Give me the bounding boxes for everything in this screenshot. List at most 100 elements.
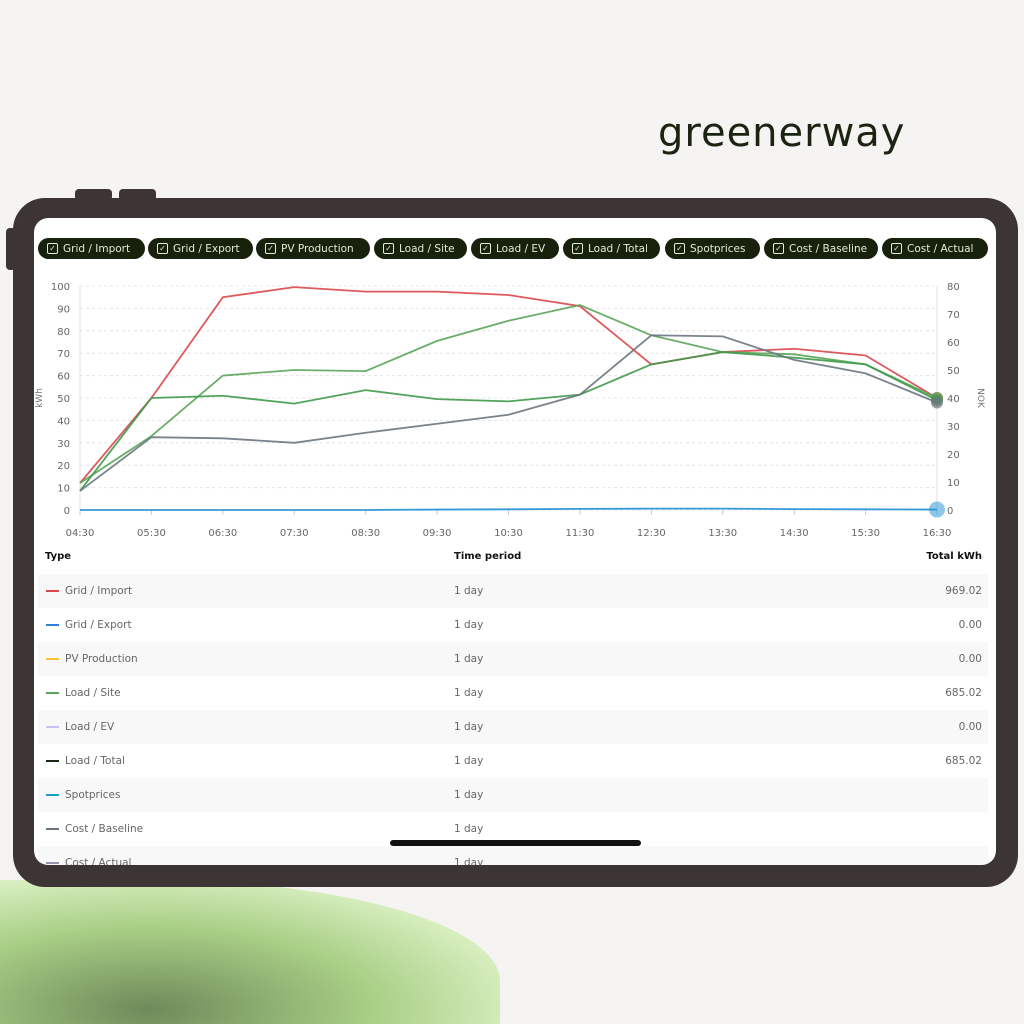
greenerway-logo: greenerway bbox=[658, 110, 906, 156]
row-period: 1 day bbox=[454, 687, 484, 699]
chip-label: Cost / Baseline bbox=[789, 242, 868, 255]
x-tick-label: 05:30 bbox=[137, 528, 166, 538]
row-type: Grid / Import bbox=[65, 585, 133, 597]
checkbox-checked-icon[interactable]: ✓ bbox=[383, 243, 394, 254]
series-toggle-chip[interactable]: ✓ Load / EV bbox=[471, 238, 559, 259]
checkbox-checked-icon[interactable]: ✓ bbox=[47, 243, 58, 254]
y2-tick-label: 10 bbox=[947, 478, 960, 489]
row-period: 1 day bbox=[454, 823, 484, 835]
series-line bbox=[80, 507, 938, 511]
x-tick-label: 04:30 bbox=[66, 528, 95, 538]
x-tick-label: 06:30 bbox=[208, 528, 237, 538]
row-type: Load / Site bbox=[65, 687, 121, 699]
home-indicator[interactable] bbox=[390, 840, 641, 846]
series-line bbox=[79, 286, 938, 484]
row-type: Grid / Export bbox=[65, 619, 132, 631]
row-period: 1 day bbox=[454, 721, 484, 733]
series-color-swatch bbox=[46, 726, 59, 728]
table-row: Load / EV 1 day 0.00 bbox=[38, 710, 988, 744]
tablet-side-button bbox=[6, 228, 16, 270]
row-period: 1 day bbox=[454, 619, 484, 631]
row-total: 0.00 bbox=[958, 653, 982, 665]
series-toggle-chip[interactable]: ✓ Grid / Import bbox=[38, 238, 145, 259]
table-header: Type Time period Total kWh bbox=[45, 551, 982, 571]
chip-label: Load / Total bbox=[588, 242, 648, 255]
y2-tick-label: 20 bbox=[947, 450, 960, 461]
series-toggle-chip[interactable]: ✓ PV Production bbox=[256, 238, 370, 259]
header-type: Type bbox=[45, 551, 72, 562]
table-row: Grid / Import 1 day 969.02 bbox=[38, 574, 988, 608]
row-type: Load / EV bbox=[65, 721, 115, 733]
x-tick-label: 12:30 bbox=[637, 528, 666, 538]
y2-tick-label: 0 bbox=[947, 506, 953, 517]
series-toggle-chip[interactable]: ✓ Spotprices bbox=[665, 238, 760, 259]
y-tick-label: 20 bbox=[57, 461, 70, 472]
row-total: 0.00 bbox=[958, 619, 982, 631]
y2-tick-label: 30 bbox=[947, 422, 960, 433]
table-row: Cost / Baseline 1 day bbox=[38, 812, 988, 846]
table-row: Grid / Export 1 day 0.00 bbox=[38, 608, 988, 642]
checkbox-checked-icon[interactable]: ✓ bbox=[674, 243, 685, 254]
row-type: PV Production bbox=[65, 653, 138, 665]
series-end-marker bbox=[929, 501, 945, 518]
y-tick-label: 0 bbox=[64, 506, 70, 517]
row-period: 1 day bbox=[454, 653, 484, 665]
row-total: 0.00 bbox=[958, 721, 982, 733]
series-color-swatch bbox=[46, 658, 59, 660]
chip-label: Grid / Export bbox=[173, 242, 240, 255]
checkbox-checked-icon[interactable]: ✓ bbox=[773, 243, 784, 254]
x-tick-label: 10:30 bbox=[494, 528, 523, 538]
row-period: 1 day bbox=[454, 857, 484, 869]
y-tick-label: 100 bbox=[51, 282, 70, 293]
row-period: 1 day bbox=[454, 755, 484, 767]
checkbox-checked-icon[interactable]: ✓ bbox=[572, 243, 583, 254]
y-tick-label: 40 bbox=[57, 416, 70, 427]
energy-chart: 0 10 20 30 40 50 60 70 80 90 100 0 10 20 30 40 50 60 70 80 0… bbox=[35, 282, 985, 538]
x-tick-label: 09:30 bbox=[423, 528, 452, 538]
table-row: Cost / Actual 1 day bbox=[38, 846, 988, 869]
row-type: Spotprices bbox=[65, 789, 121, 801]
series-color-swatch bbox=[46, 828, 59, 830]
decorative-blob bbox=[0, 880, 500, 1024]
y-tick-label: 50 bbox=[57, 394, 70, 405]
chip-label: Grid / Import bbox=[63, 242, 131, 255]
chip-label: Cost / Actual bbox=[907, 242, 974, 255]
series-color-swatch bbox=[46, 862, 59, 864]
x-tick-label: 15:30 bbox=[851, 528, 880, 538]
row-total: 969.02 bbox=[945, 585, 982, 597]
checkbox-checked-icon[interactable]: ✓ bbox=[157, 243, 168, 254]
chip-label: Load / Site bbox=[399, 242, 455, 255]
checkbox-checked-icon[interactable]: ✓ bbox=[891, 243, 902, 254]
chip-label: Spotprices bbox=[690, 242, 746, 255]
series-color-swatch bbox=[46, 794, 59, 796]
row-total: 685.02 bbox=[945, 755, 982, 767]
x-tick-label: 13:30 bbox=[708, 528, 737, 538]
x-tick-label: 14:30 bbox=[780, 528, 809, 538]
series-toggle-chip[interactable]: ✓ Grid / Export bbox=[148, 238, 253, 259]
y2-tick-label: 70 bbox=[947, 310, 960, 321]
series-line bbox=[79, 304, 938, 484]
table-row: Spotprices 1 day bbox=[38, 778, 988, 812]
y2-tick-label: 50 bbox=[947, 366, 960, 377]
table-row: Load / Site 1 day 685.02 bbox=[38, 676, 988, 710]
y-tick-label: 70 bbox=[57, 349, 70, 360]
row-type: Load / Total bbox=[65, 755, 125, 767]
series-color-swatch bbox=[46, 760, 59, 762]
y2-tick-label: 60 bbox=[947, 338, 960, 349]
x-tick-label: 16:30 bbox=[923, 528, 952, 538]
checkbox-checked-icon[interactable]: ✓ bbox=[480, 243, 491, 254]
chip-label: PV Production bbox=[281, 242, 354, 255]
y-axis-label: kWh bbox=[35, 388, 45, 408]
series-toggle-chip[interactable]: ✓ Cost / Baseline bbox=[764, 238, 878, 259]
x-tick-label: 07:30 bbox=[280, 528, 309, 538]
header-total: Total kWh bbox=[926, 551, 982, 562]
series-toggle-chip[interactable]: ✓ Load / Total bbox=[563, 238, 660, 259]
series-toggle-chip[interactable]: ✓ Cost / Actual bbox=[882, 238, 988, 259]
table-row: Load / Total 1 day 685.02 bbox=[38, 744, 988, 778]
app-screen: ✓ Grid / Import ✓ Grid / Export ✓ PV Producti… bbox=[34, 218, 996, 865]
y2-tick-label: 80 bbox=[947, 282, 960, 293]
series-toggle-chip[interactable]: ✓ Load / Site bbox=[374, 238, 467, 259]
series-line bbox=[79, 334, 938, 492]
checkbox-checked-icon[interactable]: ✓ bbox=[265, 243, 276, 254]
row-period: 1 day bbox=[454, 585, 484, 597]
